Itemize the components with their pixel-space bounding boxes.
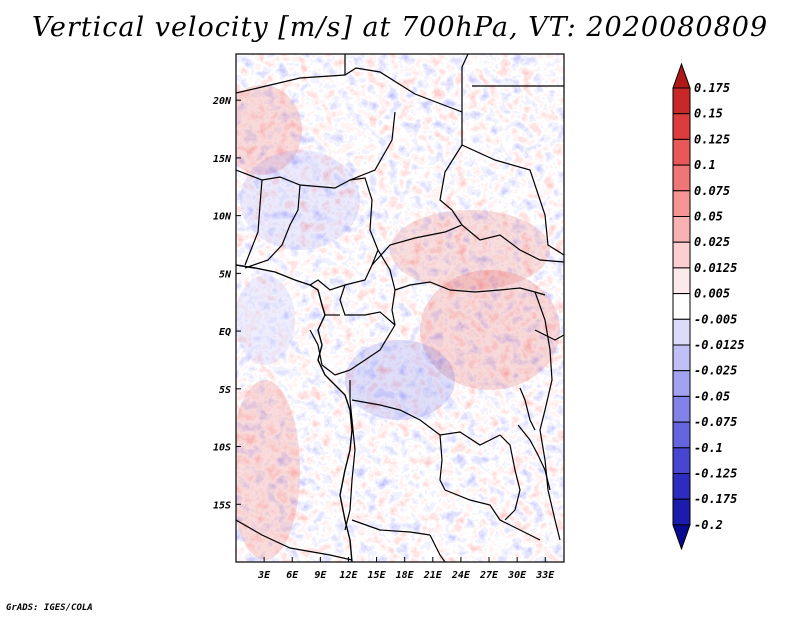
- colorbar-label: 0.1: [694, 158, 716, 172]
- figure-title: Vertical velocity [m/s] at 700hPa, VT: 2…: [31, 12, 769, 43]
- colorbar-label: 0.005: [694, 287, 730, 301]
- colorbar-swatch: [672, 421, 691, 449]
- x-tick-label: 33E: [535, 570, 555, 581]
- y-tick-label: 5N: [219, 269, 232, 280]
- y-tick-label: EQ: [219, 327, 231, 338]
- x-tick-label: 9E: [314, 570, 327, 581]
- colorbar-label: 0.175: [694, 81, 730, 95]
- colorbar-swatch: [672, 344, 691, 372]
- colorbar-swatch: [672, 190, 691, 218]
- y-tick-label: 20N: [212, 96, 232, 107]
- x-tick-label: 30E: [507, 570, 527, 581]
- country-borders: [236, 54, 564, 562]
- colorbar-label: 0.025: [694, 235, 730, 249]
- colorbar-swatch: [672, 370, 691, 397]
- colorbar-label: -0.005: [694, 312, 737, 326]
- colorbar-label: -0.175: [694, 492, 737, 506]
- colorbar-label: 0.0125: [694, 261, 737, 275]
- coastline: [236, 264, 353, 562]
- colorbar-label: 0.125: [694, 132, 730, 146]
- colorbar-label: 0.075: [694, 184, 730, 198]
- colorbar-label: -0.05: [694, 389, 730, 403]
- colorbar-swatch: [672, 164, 691, 192]
- x-tick-label: 27E: [479, 570, 499, 581]
- x-tick-label: 15E: [368, 570, 387, 581]
- colorbar-label: -0.0125: [694, 338, 745, 352]
- colorbar-swatch: [672, 395, 691, 423]
- x-tick-label: 3E: [257, 570, 271, 581]
- y-tick-label: 10N: [213, 212, 232, 223]
- colorbar-label: -0.025: [694, 364, 737, 378]
- colorbar-label: -0.1: [694, 441, 723, 455]
- colorbar-swatch: [672, 113, 691, 140]
- y-axis: 20N 15N 10N 5N EQ 5S 10S 15S: [212, 96, 241, 511]
- x-tick-label: 21E: [423, 570, 443, 581]
- colorbar-swatch: [672, 293, 691, 320]
- y-tick-label: 5S: [219, 385, 231, 396]
- colorbar-swatch: [672, 267, 691, 295]
- colorbar: 0.175 0.15 0.125 0.1 0.075 0.05 0.025 0.0125 0.0…: [672, 62, 745, 551]
- colorbar-swatch: [672, 87, 691, 115]
- colorbar-label: 0.15: [694, 107, 723, 121]
- colorbar-label: -0.075: [694, 415, 737, 429]
- colorbar-swatch: [672, 498, 691, 526]
- x-axis: 3E 6E 9E 12E 15E 18E 21E 24E 27E 30E 33E: [257, 557, 555, 581]
- velocity-field: [236, 54, 564, 562]
- colorbar-swatch: [672, 241, 691, 269]
- x-tick-label: 18E: [396, 570, 415, 581]
- colorbar-label: -0.125: [694, 467, 737, 481]
- map-frame: [235, 53, 565, 563]
- colorbar-swatch: [672, 447, 691, 474]
- colorbar-bottom-arrow: [672, 524, 691, 551]
- colorbar-swatch: [672, 473, 691, 500]
- y-tick-label: 15N: [213, 154, 232, 165]
- grads-credit: GrADS: IGES/COLA: [6, 603, 93, 613]
- colorbar-label: -0.2: [694, 518, 723, 532]
- colorbar-label: 0.05: [694, 210, 723, 224]
- y-tick-label: 10S: [213, 443, 231, 454]
- x-tick-label: 12E: [339, 570, 358, 581]
- y-tick-label: 15S: [213, 500, 231, 511]
- colorbar-top-arrow: [672, 62, 691, 89]
- colorbar-swatch: [672, 138, 691, 166]
- x-tick-label: 24E: [451, 570, 471, 581]
- x-tick-label: 6E: [286, 570, 299, 581]
- colorbar-swatch: [672, 318, 691, 346]
- colorbar-swatch: [672, 216, 691, 243]
